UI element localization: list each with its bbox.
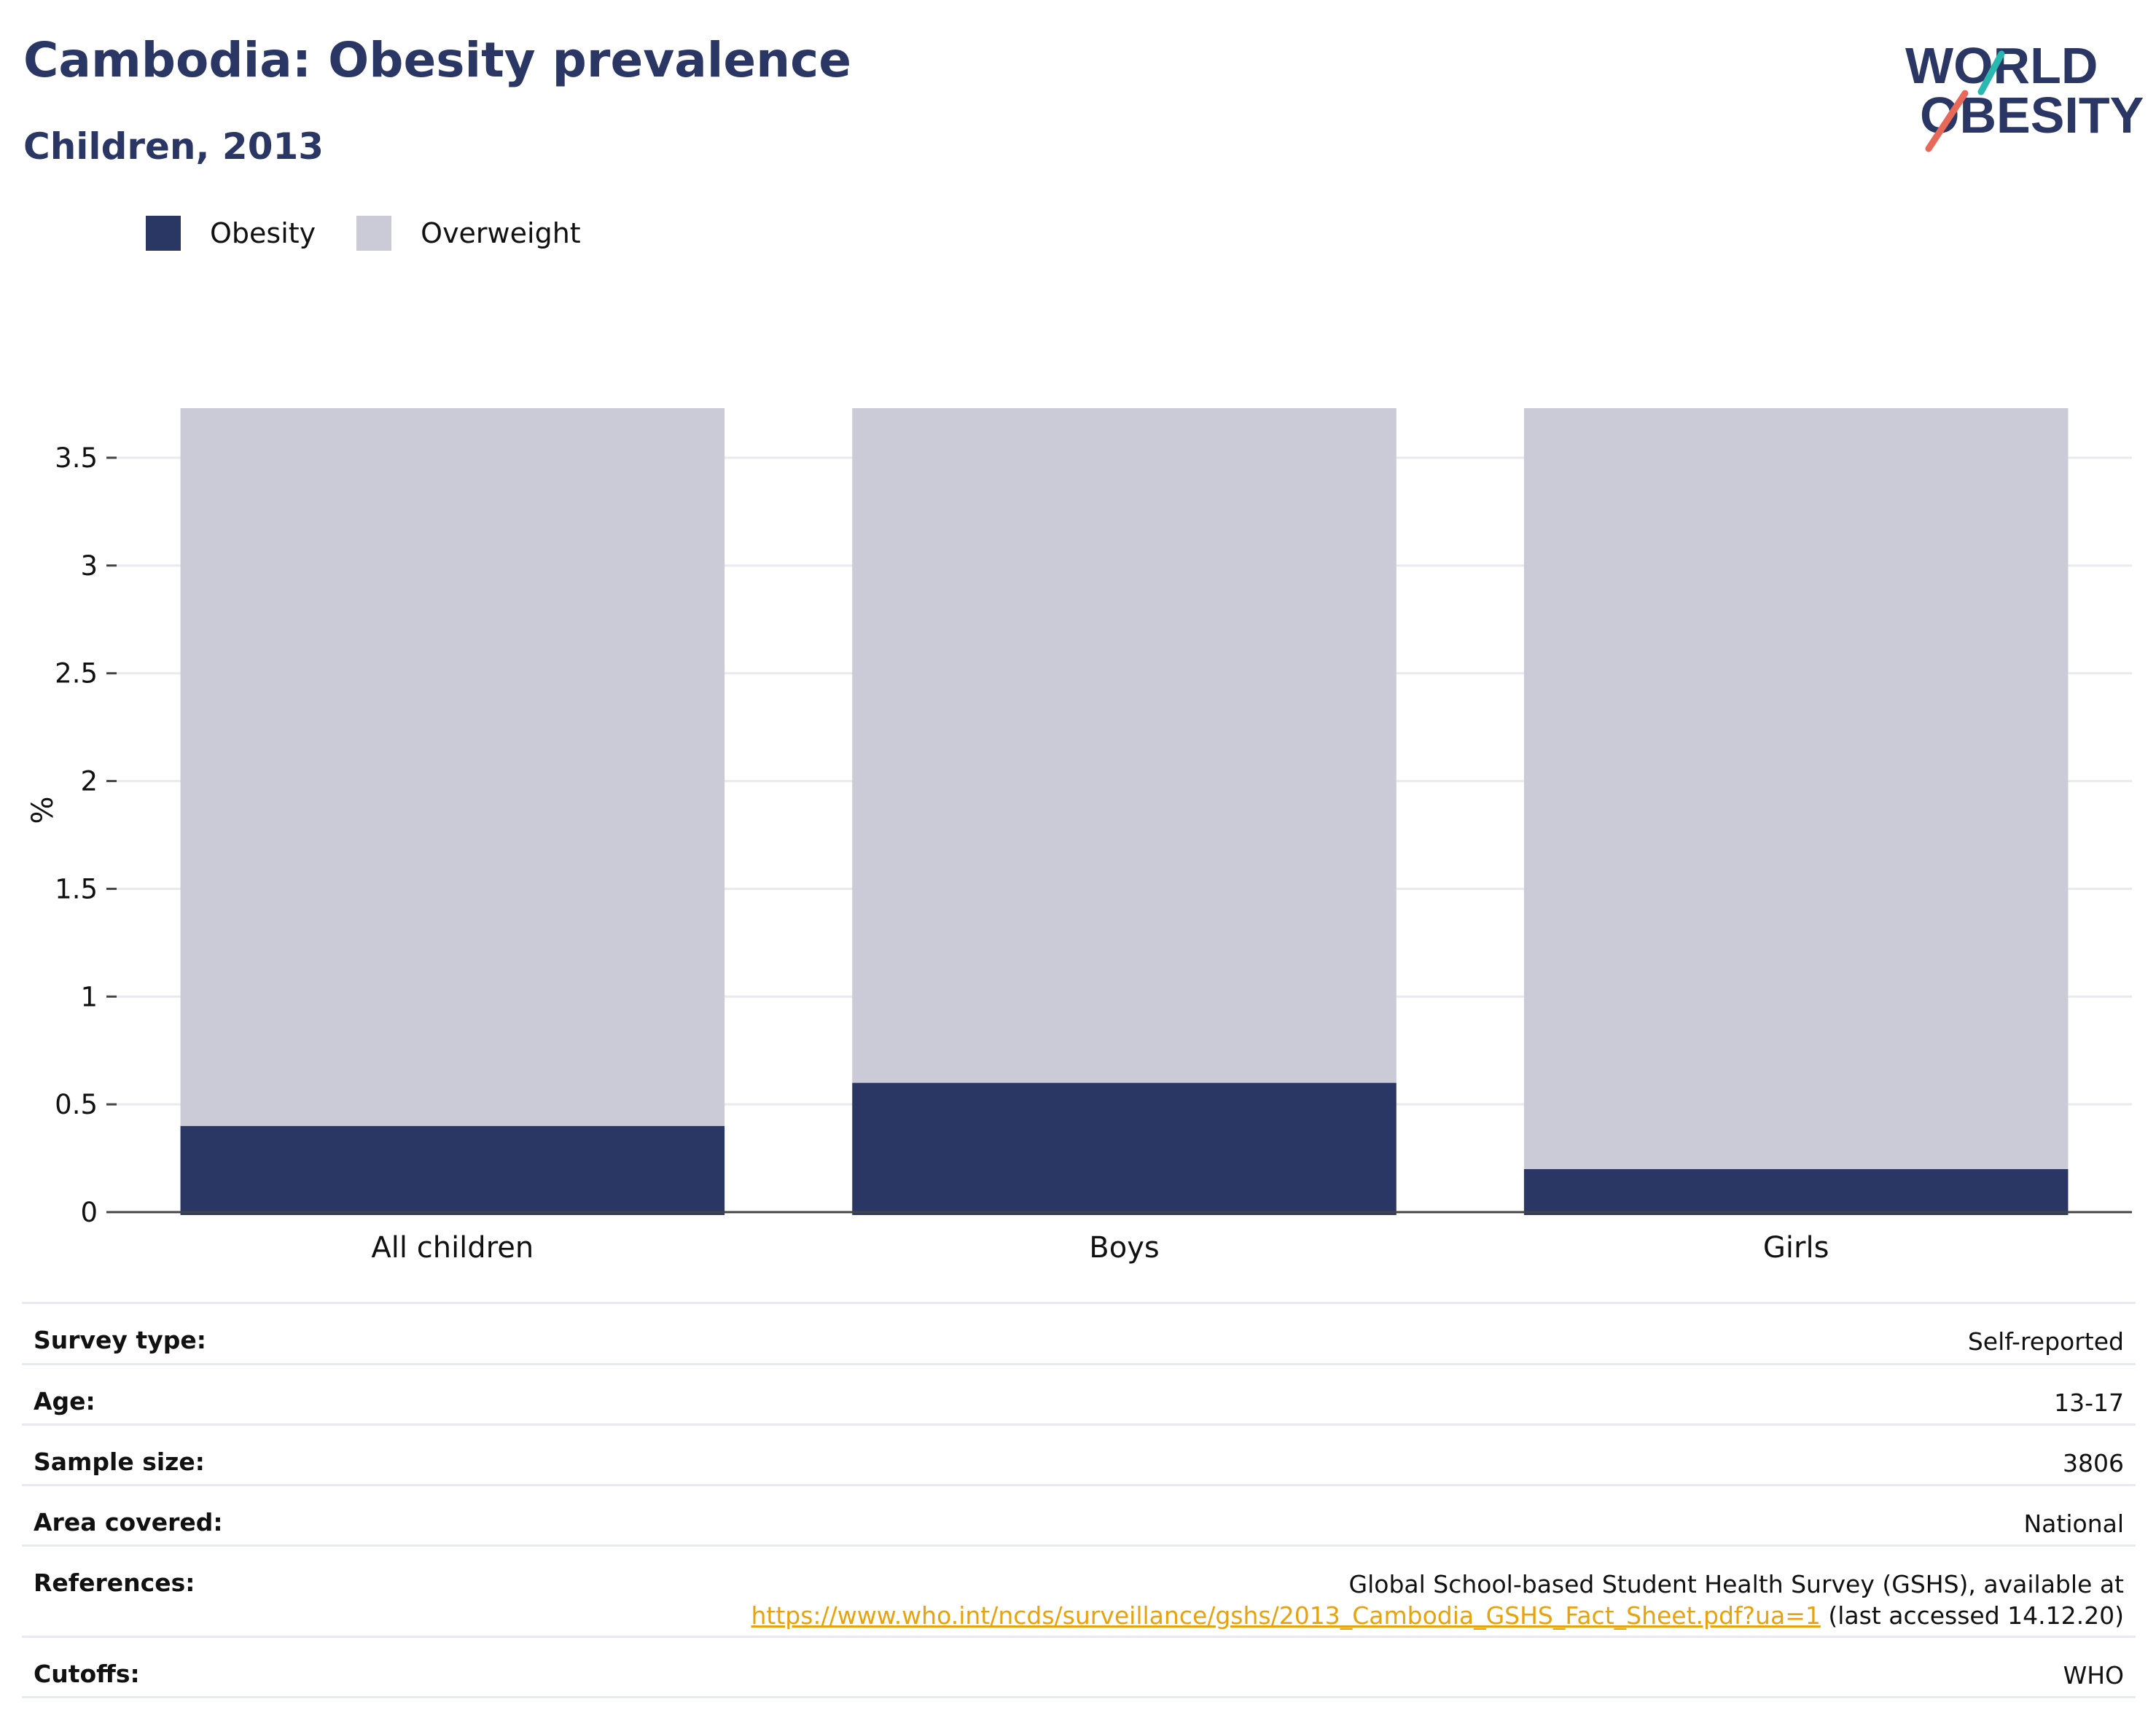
- meta-value-cutoffs: WHO: [2063, 1661, 2124, 1690]
- y-tick-label: 2.5: [55, 658, 98, 690]
- y-tick-label: 1: [80, 981, 98, 1012]
- bar-obesity-girls: [1523, 1168, 2069, 1215]
- bar-overweight-all-children: [180, 408, 725, 1126]
- y-tick-label: 1.5: [55, 873, 98, 905]
- meta-row-area: Area covered: National: [22, 1484, 2136, 1544]
- chart-legend: Obesity Overweight: [146, 216, 622, 251]
- meta-row-sample-size: Sample size: 3806: [22, 1423, 2136, 1484]
- meta-key-references: References:: [34, 1569, 195, 1597]
- x-tick-label: Boys: [1089, 1231, 1159, 1265]
- y-tick-label: 2: [80, 766, 98, 797]
- meta-row-cutoffs: Cutoffs: WHO: [22, 1636, 2136, 1696]
- x-tick-label: Girls: [1763, 1231, 1829, 1265]
- stacked-bar-chart: 0 0.5 1 1.5 2 2.5 3 3.5% All children Boys Girls: [26, 408, 2132, 1265]
- legend-label-obesity: Obesity: [210, 217, 316, 249]
- logo-teal-slash: [1977, 50, 2005, 95]
- meta-row-survey-type: Survey type: Self-reported: [22, 1302, 2136, 1363]
- legend-swatch-obesity: [146, 216, 181, 251]
- legend-label-overweight: Overweight: [421, 217, 581, 249]
- meta-key-survey-type: Survey type:: [34, 1326, 206, 1354]
- references-link[interactable]: https://www.who.int/ncds/surveillance/gs…: [751, 1601, 1821, 1630]
- y-tick-label: 0.5: [55, 1089, 98, 1120]
- references-accessed: (last accessed 14.12.20): [1820, 1601, 2124, 1630]
- bar-overweight-boys: [852, 408, 1397, 1083]
- logo-line1: WORLD: [1905, 37, 2098, 94]
- bar-obesity-all-children: [180, 1125, 725, 1215]
- references-text: Global School-based Student Health Surve…: [1348, 1570, 2124, 1598]
- legend-item-overweight[interactable]: Overweight: [356, 216, 581, 251]
- meta-row-age: Age: 13-17: [22, 1363, 2136, 1423]
- bar-overweight-girls: [1523, 408, 2069, 1169]
- legend-item-obesity[interactable]: Obesity: [146, 216, 316, 251]
- meta-key-area: Area covered:: [34, 1508, 223, 1536]
- meta-value-survey-type: Self-reported: [1967, 1327, 2124, 1356]
- x-tick-label: All children: [371, 1231, 534, 1265]
- meta-value-sample-size: 3806: [2063, 1449, 2124, 1477]
- world-obesity-logo: WORLD OBESITY: [1905, 37, 2143, 152]
- logo-coral-slash: [1925, 90, 1969, 152]
- y-tick-label: 0: [80, 1197, 98, 1228]
- y-tick-label: 3.5: [55, 442, 98, 474]
- meta-key-age: Age:: [34, 1387, 95, 1415]
- y-axis-title: %: [26, 796, 60, 824]
- meta-key-sample-size: Sample size:: [34, 1448, 205, 1476]
- bar-obesity-boys: [852, 1082, 1397, 1215]
- legend-swatch-overweight: [356, 216, 392, 251]
- logo-line2: OBESITY: [1920, 87, 2143, 144]
- meta-value-area: National: [2023, 1510, 2124, 1538]
- chart-subtitle: Children, 2013: [23, 125, 324, 168]
- meta-value-age: 13-17: [2054, 1389, 2124, 1417]
- meta-row-references: References: Global School-based Student …: [22, 1544, 2136, 1636]
- meta-value-references: Global School-based Student Health Surve…: [751, 1569, 2124, 1631]
- meta-key-cutoffs: Cutoffs:: [34, 1660, 140, 1688]
- survey-metadata-table: Survey type: Self-reported Age: 13-17 Sa…: [22, 1302, 2136, 1698]
- y-tick-label: 3: [80, 550, 98, 582]
- chart-title: Cambodia: Obesity prevalence: [23, 32, 852, 88]
- meta-bottom-border: [22, 1696, 2136, 1698]
